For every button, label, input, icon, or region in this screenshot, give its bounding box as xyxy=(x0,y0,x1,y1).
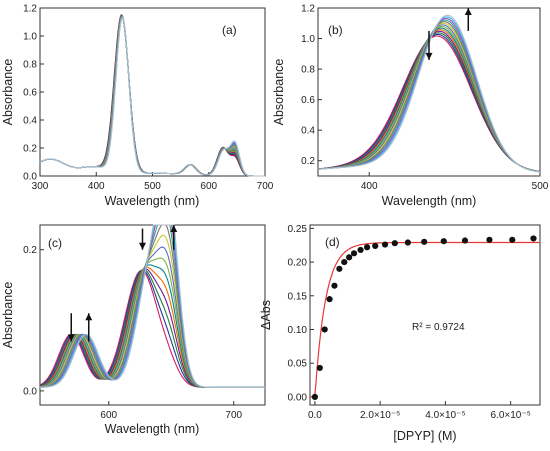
panel-c-ytick-label: 0.0 xyxy=(23,386,37,397)
panel-d-data-point-5 xyxy=(331,282,338,289)
panel-c-frame xyxy=(39,224,266,406)
panel-a-xtick-label: 600 xyxy=(200,181,217,192)
panel-d-ytick-label: 0.00 xyxy=(288,392,308,403)
panel-d-ytick-label: 0.05 xyxy=(288,359,308,370)
panel-a-ytick-label: 0.0 xyxy=(23,172,37,183)
panel-d-ytick-label: 0.10 xyxy=(288,325,308,336)
panel-a-spectrum-14 xyxy=(39,16,265,177)
panel-d-data-point-11 xyxy=(363,244,371,251)
panel-c-spectrum-13 xyxy=(40,224,265,388)
panel-d-frame xyxy=(309,224,541,406)
panel-d-data-point-8 xyxy=(346,254,353,261)
panel-d-data-point-14 xyxy=(391,240,398,247)
panel-d-data-point-7 xyxy=(341,258,348,266)
panel-d-data-point-18 xyxy=(461,237,469,244)
panel-d-xlabel: [DPYP] (M) xyxy=(393,429,456,443)
panel-d-data-point-4 xyxy=(326,296,333,303)
panel-a-ytick-label: 0.4 xyxy=(23,116,37,127)
panel-d-data-point-9 xyxy=(350,250,358,257)
panel-d-xtick-label: 0.0 xyxy=(308,410,322,421)
panel-a-ytick-label: 1.2 xyxy=(23,4,37,15)
panel-c-spectrum-10 xyxy=(40,224,265,388)
panel-d-fit-curve xyxy=(310,241,540,398)
panel-c-spectrum-9 xyxy=(39,234,265,388)
panel-b-xlabel: Wavelength (nm) xyxy=(382,194,477,208)
panel-d-data-point-12 xyxy=(372,242,379,249)
panel-a-xlabel: Wavelength (nm) xyxy=(105,194,200,208)
panel-b-xtick-label: 400 xyxy=(361,181,378,192)
panel-d-ytick-label: 0.20 xyxy=(288,258,308,269)
panel-d: (d) [DPYP] (M) ΔAbs R² = 0.9724 0.0 2.0×1… xyxy=(259,224,541,443)
panel-a-ylabel: Absorbance xyxy=(1,59,15,126)
panel-c-arrowhead-2 xyxy=(85,313,93,321)
panel-b-xtick-label: 500 xyxy=(532,181,549,192)
panel-a-ytick-label: 0.2 xyxy=(23,144,37,155)
panel-c: (c) Wavelength (nm) Absorbance 600 700 0.0… xyxy=(1,224,266,436)
panel-c-arrowhead-1 xyxy=(67,334,75,342)
panel-d-data-point-2 xyxy=(316,364,323,372)
panel-c-spectrum-11 xyxy=(40,224,265,388)
panel-d-data-point-13 xyxy=(381,241,389,248)
panel-b-ytick-label: 0.6 xyxy=(301,95,315,106)
panel-c-xlabel: Wavelength (nm) xyxy=(105,422,200,436)
panel-b-ytick-label: 0.4 xyxy=(301,126,315,137)
panel-a-xtick-label: 500 xyxy=(144,181,161,192)
panel-a-xtick-label: 700 xyxy=(257,181,274,192)
panel-c-spectrum-7 xyxy=(39,257,265,388)
panel-b-ytick-label: 1.0 xyxy=(301,34,315,45)
panel-a-ytick-label: 0.6 xyxy=(23,88,37,99)
panel-d-ytick-label: 0.15 xyxy=(288,291,308,302)
panel-c-arrowhead-3 xyxy=(139,242,146,250)
panel-d-data-point-6 xyxy=(336,265,343,272)
panel-d-label: (d) xyxy=(325,235,340,249)
panel-c-xtick-label: 600 xyxy=(100,410,117,421)
panel-a-label: (a) xyxy=(222,23,237,37)
panel-c-xtick-label: 700 xyxy=(225,410,242,421)
panel-d-xtick-label: 6.0×10⁻⁵ xyxy=(490,410,530,421)
panel-d-data-point-1 xyxy=(311,393,318,401)
panel-d-data-point-3 xyxy=(321,326,328,333)
panel-b-arrowhead-1 xyxy=(425,52,433,60)
panel-d-data-point-15 xyxy=(404,239,411,246)
panel-a-ytick-label: 0.8 xyxy=(23,60,37,71)
panel-d-data-point-17 xyxy=(440,238,447,245)
panel-b-ytick-label: 0.2 xyxy=(301,156,315,167)
panel-a: (a) Wavelength (nm) Absorbance 300 400 500… xyxy=(1,4,274,209)
panel-c-spectrum-2 xyxy=(39,269,265,388)
panel-d-ylabel: ΔAbs xyxy=(259,300,273,330)
panel-c-spectrum-12 xyxy=(40,224,265,388)
panel-b-ytick-label: 1.2 xyxy=(301,4,315,15)
panel-a-xtick-label: 300 xyxy=(32,181,49,192)
panel-d-data-point-19 xyxy=(486,236,493,243)
panel-b-frame xyxy=(317,7,541,177)
panel-d-data-point-20 xyxy=(509,236,516,243)
panel-d-data-point-16 xyxy=(421,238,428,245)
panel-b-ylabel: Absorbance xyxy=(272,59,286,126)
panel-b-ytick-label: 0.8 xyxy=(301,65,315,76)
panel-d-ytick-label: 0.25 xyxy=(288,224,308,235)
panel-c-label: (c) xyxy=(48,236,62,250)
panel-c-ytick-label: 0.2 xyxy=(23,245,37,256)
panel-c-ylabel: Absorbance xyxy=(1,282,15,349)
panel-c-arrowhead-4 xyxy=(170,225,178,232)
panel-d-data-point-10 xyxy=(357,246,364,254)
panel-c-spectrum-14 xyxy=(40,224,265,388)
panel-a-spectrum-5 xyxy=(39,15,265,177)
panel-c-spectrum-8 xyxy=(39,246,265,388)
panel-b: (b) Wavelength (nm) Absorbance 400 500 0.2… xyxy=(272,4,549,209)
panel-d-xtick-label: 2.0×10⁻⁵ xyxy=(360,410,400,421)
panel-b-label: (b) xyxy=(328,23,343,37)
panel-d-r2-annotation: R² = 0.9724 xyxy=(412,322,465,333)
panel-a-xtick-label: 400 xyxy=(88,181,105,192)
panel-a-ytick-label: 1.0 xyxy=(23,32,37,43)
panel-d-data-point-21 xyxy=(530,235,537,242)
panel-b-arrowhead-2 xyxy=(464,8,472,15)
panel-c-spectrum-6 xyxy=(39,264,265,388)
panel-d-xtick-label: 4.0×10⁻⁵ xyxy=(425,410,465,421)
